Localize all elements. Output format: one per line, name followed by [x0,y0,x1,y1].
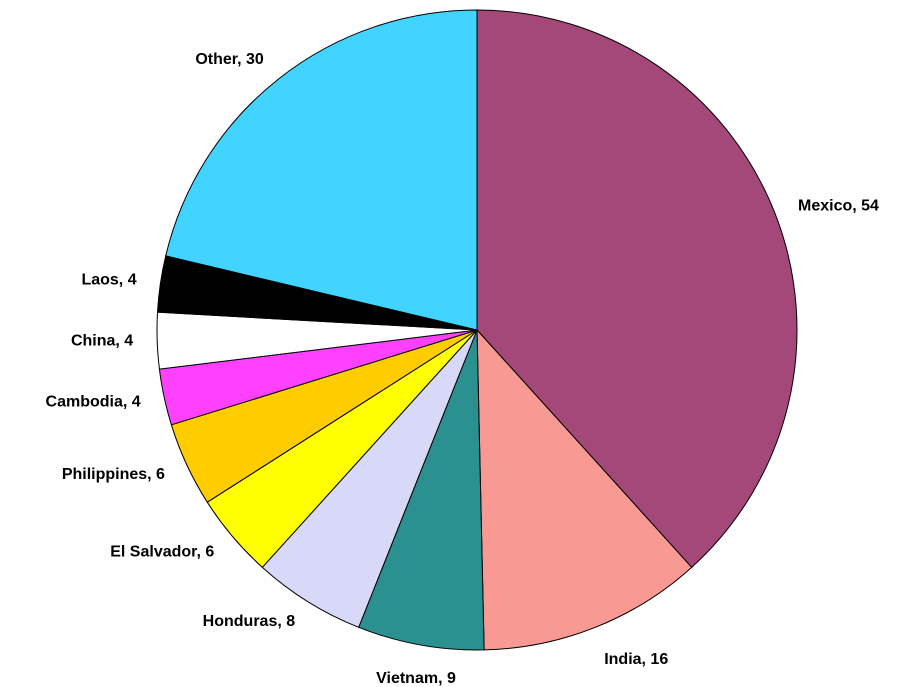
slice-label: El Salvador, 6 [110,543,214,560]
slice-label: Other, 30 [195,51,264,68]
pie-slice [165,9,478,331]
slice-label: Mexico, 54 [798,198,879,215]
slice-label: Laos, 4 [81,272,136,289]
slice-label: China, 4 [71,333,133,350]
slice-label: Philippines, 6 [62,466,165,483]
slice-label: Honduras, 8 [203,613,296,630]
slice-label: Vietnam, 9 [376,670,456,687]
pie-slice [358,329,485,651]
slice-label: India, 16 [604,651,668,668]
slice-label: Cambodia, 4 [46,393,141,410]
pie-slice [476,328,693,651]
pie-slice [476,9,798,569]
